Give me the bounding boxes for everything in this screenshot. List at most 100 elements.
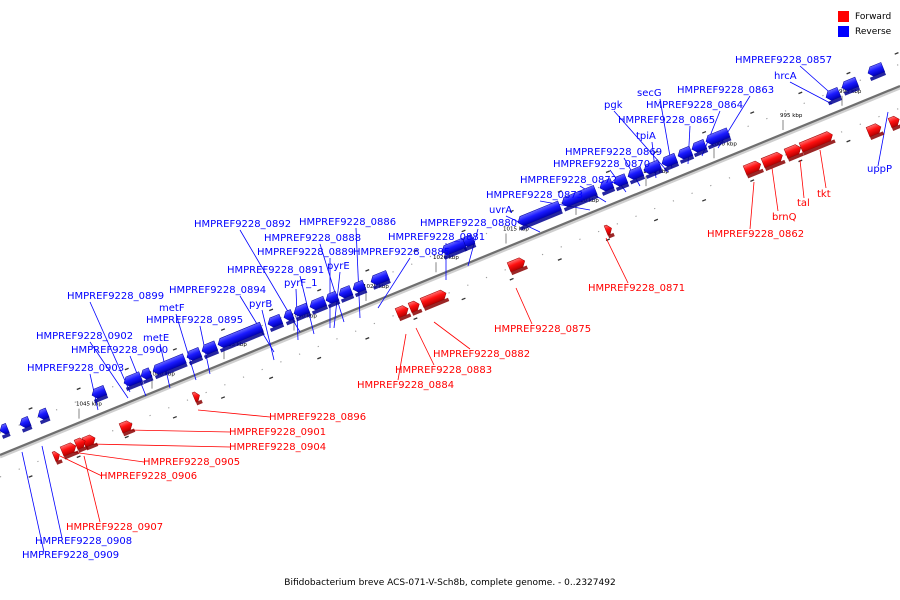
reverse-gene[interactable]	[612, 173, 630, 192]
reverse-gene[interactable]	[824, 87, 843, 106]
forward-gene-label[interactable]: HMPREF9228_0907	[66, 522, 163, 533]
reverse-gene[interactable]	[308, 295, 329, 315]
reverse-gene[interactable]	[840, 76, 861, 96]
reverse-gene[interactable]	[337, 285, 355, 303]
reverse-gene[interactable]	[0, 423, 11, 439]
reverse-gene-label[interactable]: metE	[143, 333, 169, 344]
reverse-gene[interactable]	[324, 290, 341, 309]
forward-gene[interactable]	[603, 224, 615, 239]
reverse-gene-label[interactable]: tpiA	[636, 131, 656, 142]
reverse-gene-label[interactable]: HMPREF9228_0857	[735, 55, 832, 66]
reverse-gene[interactable]	[216, 321, 265, 353]
reverse-gene[interactable]	[676, 145, 695, 164]
forward-gene-label[interactable]: HMPREF9228_0875	[494, 324, 591, 335]
forward-gene-label[interactable]: HMPREF9228_0896	[269, 412, 366, 423]
reverse-gene[interactable]	[18, 416, 33, 433]
forward-gene[interactable]	[59, 441, 80, 460]
reverse-gene-label[interactable]: HMPREF9228_0908	[35, 536, 132, 547]
forward-gene[interactable]	[407, 299, 423, 316]
reverse-gene-label[interactable]: HMPREF9228_0903	[27, 363, 124, 374]
forward-gene[interactable]	[760, 151, 786, 172]
reverse-gene-label[interactable]: HMPREF9228_0870	[553, 159, 650, 170]
reverse-gene[interactable]	[704, 127, 732, 150]
reverse-gene-label[interactable]: HMPREF9228_0900	[71, 345, 168, 356]
reverse-gene-label[interactable]: HMPREF9228_0880	[420, 218, 517, 229]
forward-gene-label[interactable]: HMPREF9228_0862	[707, 229, 804, 240]
reverse-gene-label[interactable]: HMPREF9228_0888	[264, 233, 361, 244]
reverse-gene-label[interactable]: HMPREF9228_0864	[646, 100, 743, 111]
reverse-gene[interactable]	[866, 62, 887, 81]
reverse-gene-label[interactable]: HMPREF9228_0889	[257, 247, 354, 258]
reverse-gene-label[interactable]: HMPREF9228_0869	[565, 147, 662, 158]
forward-track-guide	[0, 107, 900, 478]
forward-gene-label[interactable]: HMPREF9228_0905	[143, 457, 240, 468]
reverse-gene[interactable]	[185, 347, 204, 366]
reverse-gene-label[interactable]: uppP	[867, 164, 892, 175]
reverse-gene-label[interactable]: HMPREF9228_0894	[169, 285, 266, 296]
reverse-gene[interactable]	[151, 353, 188, 380]
reverse-gene-label[interactable]: HMPREF9228_0886	[299, 217, 396, 228]
forward-gene-label[interactable]: HMPREF9228_0901	[229, 427, 326, 438]
reverse-gene-label[interactable]: HMPREF9228_0865	[618, 115, 715, 126]
forward-gene[interactable]	[394, 304, 412, 322]
forward-gene[interactable]	[506, 256, 528, 276]
reverse-gene[interactable]	[122, 371, 144, 392]
reverse-gene-label[interactable]: HMPREF9228_0899	[67, 291, 164, 302]
reverse-gene[interactable]	[440, 237, 468, 260]
reverse-gene-label[interactable]: hrcA	[774, 71, 797, 82]
reverse-gene[interactable]	[516, 200, 563, 231]
reverse-gene[interactable]	[351, 279, 368, 298]
reverse-gene[interactable]	[369, 270, 391, 290]
forward-gene[interactable]	[742, 159, 764, 179]
forward-gene-label[interactable]: brnQ	[772, 212, 797, 223]
reverse-gene-label[interactable]: pgk	[604, 100, 623, 111]
forward-gene[interactable]	[419, 288, 450, 311]
reverse-gene-label[interactable]: HMPREF9228_0881	[388, 232, 485, 243]
reverse-gene-label[interactable]: metF	[159, 303, 185, 314]
reverse-gene-label[interactable]: pyrF_1	[284, 278, 318, 289]
reverse-gene[interactable]	[282, 309, 296, 326]
reverse-gene[interactable]	[660, 152, 680, 172]
reverse-gene[interactable]	[690, 139, 709, 158]
forward-gene[interactable]	[73, 436, 89, 453]
forward-gene[interactable]	[865, 122, 885, 140]
reverse-gene-label[interactable]: HMPREF9228_0909	[22, 550, 119, 561]
forward-gene-label[interactable]: HMPREF9228_0882	[433, 349, 530, 360]
reverse-gene[interactable]	[139, 367, 154, 385]
forward-gene[interactable]	[51, 450, 63, 465]
reverse-gene-label[interactable]: HMPREF9228_0902	[36, 331, 133, 342]
forward-gene-label[interactable]: tkt	[817, 189, 831, 200]
reverse-gene[interactable]	[90, 385, 109, 404]
reverse-gene-label[interactable]: pyrE	[327, 261, 350, 272]
forward-gene-label[interactable]: HMPREF9228_0871	[588, 283, 685, 294]
forward-gene[interactable]	[783, 143, 805, 162]
reverse-gene[interactable]	[200, 340, 220, 360]
reverse-gene[interactable]	[598, 178, 616, 196]
reverse-gene[interactable]	[560, 184, 599, 212]
reverse-gene-label[interactable]: HMPREF9228_0863	[677, 85, 774, 96]
reverse-gene-label[interactable]: uvrA	[489, 205, 512, 216]
reverse-gene-label[interactable]: pyrB	[249, 299, 272, 310]
reverse-gene-label[interactable]: secG	[637, 88, 662, 99]
forward-gene[interactable]	[887, 115, 900, 131]
forward-gene-label[interactable]: HMPREF9228_0906	[100, 471, 197, 482]
reverse-gene-label[interactable]: HMPREF9228_0872	[520, 175, 617, 186]
reverse-gene-label[interactable]: HMPREF9228_0873	[486, 190, 583, 201]
reverse-gene[interactable]	[626, 165, 646, 185]
reverse-gene-label[interactable]: HMPREF9228_0895	[146, 315, 243, 326]
reverse-gene[interactable]	[266, 313, 285, 332]
forward-gene[interactable]	[798, 130, 836, 156]
reverse-gene[interactable]	[292, 302, 312, 322]
forward-gene-label[interactable]: HMPREF9228_0883	[395, 365, 492, 376]
forward-gene-label[interactable]: tal	[797, 198, 810, 209]
reverse-gene[interactable]	[36, 407, 51, 425]
forward-gene-label[interactable]: HMPREF9228_0884	[357, 380, 454, 391]
reverse-gene-label[interactable]: HMPREF9228_0885	[353, 247, 450, 258]
forward-gene[interactable]	[81, 433, 99, 451]
reverse-gene-label[interactable]: HMPREF9228_0891	[227, 265, 324, 276]
reverse-gene[interactable]	[642, 159, 663, 179]
reverse-gene-label[interactable]: HMPREF9228_0892	[194, 219, 291, 230]
forward-gene[interactable]	[118, 419, 136, 437]
forward-gene[interactable]	[191, 391, 203, 406]
forward-gene-label[interactable]: HMPREF9228_0904	[229, 442, 326, 453]
